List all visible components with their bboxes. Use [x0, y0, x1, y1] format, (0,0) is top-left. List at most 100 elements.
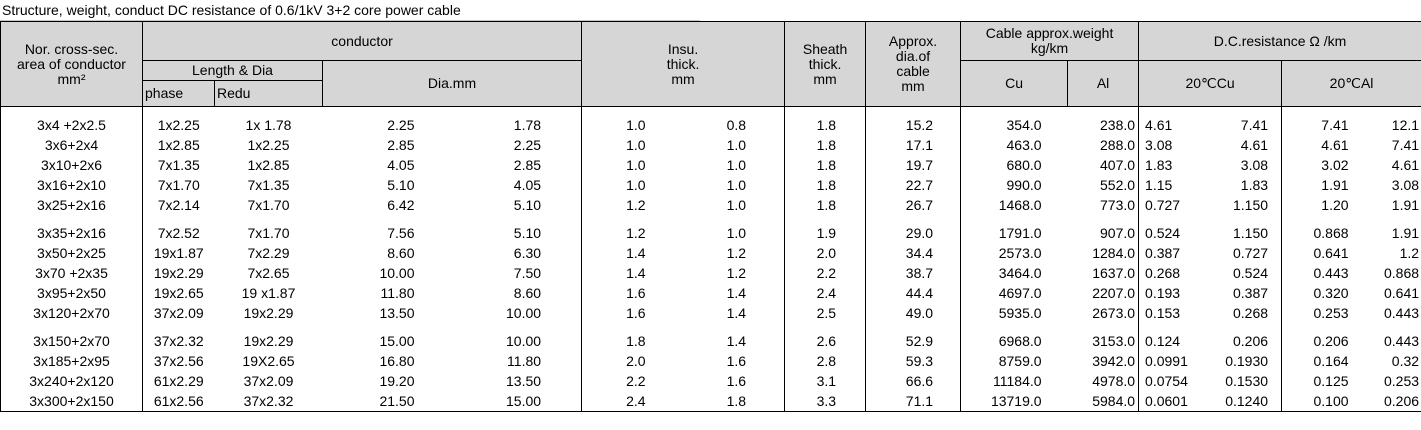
table-cell: 8759.0	[998, 353, 1042, 369]
table-cell: 0.0754	[1145, 373, 1188, 389]
table-cell: 1.91	[1391, 225, 1420, 241]
header-sheath: Sheath thick. mm	[784, 21, 867, 107]
table-cell: 3x120+2x70	[0, 303, 143, 323]
spacer-cell	[0, 106, 143, 115]
spacer-cell	[582, 215, 680, 223]
table-row: 3x120+2x70 37x2.09 19x2.29 13.50 10.00 1.6 1.4…	[0, 303, 1421, 323]
table-cell: 1.15	[1145, 177, 1173, 193]
table-cell: 44.4	[865, 283, 962, 303]
spacer-cell	[961, 107, 1068, 116]
table-cell: 34.4	[865, 243, 962, 263]
spacer-row	[0, 106, 1421, 116]
table-cell: 7.50	[472, 263, 583, 283]
spacer-row	[0, 323, 1421, 331]
table-cell: 3x10+2x6	[0, 155, 143, 175]
table-cell: 2.85	[387, 137, 415, 153]
table-cell: 0.193	[1145, 285, 1181, 301]
table-cell: 4.61	[1145, 117, 1173, 133]
table-cell: 59.3	[865, 351, 962, 371]
table-cell: 22.7	[865, 175, 962, 195]
table-cell: 1.0	[626, 177, 646, 193]
table-cell: 3x16+2x10	[0, 175, 143, 195]
table-cell: 5.10	[472, 195, 583, 215]
spacer-cell	[1139, 323, 1211, 331]
table-cell: 4.05	[472, 175, 583, 195]
header-weight: Cable approx.weight kg/km	[960, 21, 1140, 61]
table-cell: 11184.0	[993, 373, 1042, 389]
table-cell: 2.25	[472, 135, 583, 155]
table-cell: 1.150	[1210, 223, 1283, 243]
table-cell: 0.1240	[1210, 391, 1283, 412]
table-cell: 37x2.09	[153, 305, 204, 321]
spacer-cell	[1067, 323, 1140, 331]
spacer-cell	[472, 106, 583, 115]
table-cell: 990.0	[1006, 177, 1042, 193]
spacer-row	[0, 215, 1421, 223]
table-cell: 0.0601	[1145, 393, 1188, 409]
table-cell: 2207.0	[1067, 283, 1140, 303]
table-cell: 7.41	[1210, 115, 1283, 135]
table-cell: 907.0	[1067, 223, 1140, 243]
table-cell: 238.0	[1067, 115, 1140, 135]
table-cell: 12.1	[1391, 117, 1420, 133]
table-cell: 1x 1.78	[245, 117, 292, 133]
table-cell: 3x95+2x50	[0, 283, 143, 303]
table-row: 3x25+2x16 7x2.14 7x1.70 6.42 5.10 1.2 1.0 1.8 26…	[0, 195, 1421, 215]
spacer-cell	[679, 215, 786, 223]
table-cell: 2.0	[626, 353, 646, 369]
table-cell: 26.7	[865, 195, 962, 215]
table-cell: 0.524	[1145, 225, 1181, 241]
header-conductor: conductor	[141, 21, 583, 61]
table-cell: 7.41	[1391, 137, 1420, 153]
table-cell: 4.61	[1321, 137, 1349, 153]
table-row: 3x70 +2x35 19x2.29 7x2.65 10.00 7.50 1.4 1.2 2.…	[0, 263, 1421, 283]
table-cell: 3x6+2x4	[0, 135, 143, 155]
table-cell: 0.727	[1210, 243, 1283, 263]
table-cell: 4.61	[1210, 135, 1283, 155]
spacer-cell	[1354, 323, 1421, 331]
table-cell: 19.20	[379, 373, 415, 389]
table-cell: 0.443	[1313, 265, 1349, 281]
table-cell: 680.0	[1006, 157, 1042, 173]
table-cell: 49.0	[865, 303, 962, 323]
table-cell: 0.125	[1313, 373, 1349, 389]
spacer-cell	[215, 107, 323, 116]
table-cell: 1.0	[626, 157, 646, 173]
table-cell: 3464.0	[998, 265, 1042, 281]
table-cell: 19x2.65	[153, 285, 204, 301]
table-cell: 4.05	[387, 157, 415, 173]
header-al-weight: Al	[1067, 60, 1140, 107]
table-cell: 0.164	[1313, 353, 1349, 369]
table-cell: 2.25	[387, 117, 415, 133]
table-cell: 1.2	[626, 197, 646, 213]
table-cell: 2.5	[784, 303, 867, 323]
spacer-cell	[323, 107, 473, 116]
header-approx-dia: Approx. dia.of cable mm	[865, 21, 962, 107]
table-cell: 2.2	[626, 373, 646, 389]
table-cell: 4978.0	[1067, 371, 1140, 391]
spacer-cell	[472, 215, 583, 223]
table-cell: 66.6	[865, 371, 962, 391]
table-cell: 1.9	[784, 223, 867, 243]
table-cell: 13719.0	[990, 393, 1042, 409]
table-cell: 19x2.29	[243, 305, 294, 321]
table-cell: 1.83	[1210, 175, 1283, 195]
table-cell: 288.0	[1067, 135, 1140, 155]
table-cell: 3.3	[784, 391, 867, 412]
table-cell: 1.20	[1321, 197, 1349, 213]
table-row: 3x35+2x16 7x2.52 7x1.70 7.56 5.10 1.2 1.0 1.9 29…	[0, 223, 1421, 243]
spacer-cell	[1067, 106, 1140, 115]
table-cell: 7x2.52	[157, 225, 200, 241]
table-cell: 71.1	[865, 391, 962, 412]
spacer-cell	[1139, 107, 1211, 116]
table-cell: 1.0	[679, 135, 786, 155]
table-cell: 1.6	[679, 371, 786, 391]
table-cell: 29.0	[865, 223, 962, 243]
spacer-cell	[1282, 107, 1354, 116]
table-cell: 2.4	[626, 393, 646, 409]
spacer-cell	[143, 107, 215, 116]
table-cell: 21.50	[379, 393, 415, 409]
table-cell: 2.2	[784, 263, 867, 283]
table-cell: 6.42	[387, 197, 415, 213]
table-cell: 2673.0	[1067, 303, 1140, 323]
